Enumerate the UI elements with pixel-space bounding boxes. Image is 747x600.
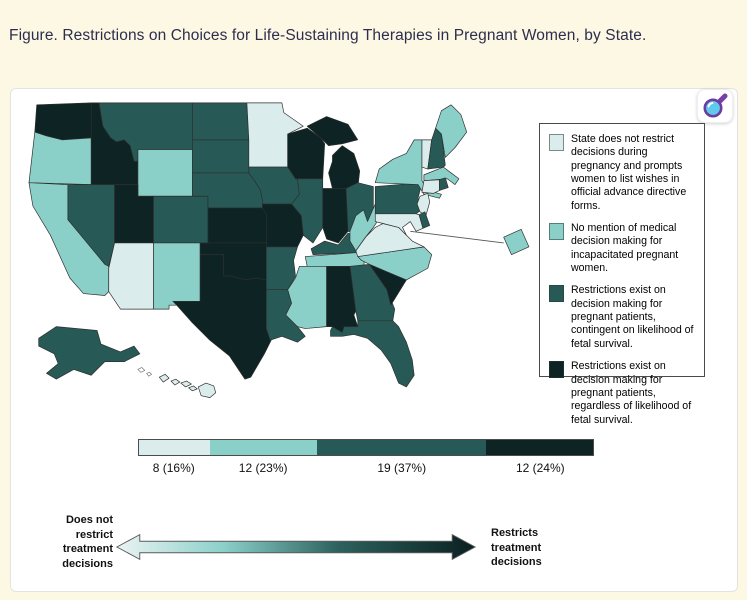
double-arrow-icon <box>115 533 477 561</box>
state-tx <box>172 254 275 380</box>
state-sd <box>192 139 254 174</box>
state-nd <box>192 102 250 141</box>
legend-label: Restrictions exist on decision making fo… <box>571 360 692 426</box>
legend-label: State does not restrict decisions during… <box>571 133 687 212</box>
state-md <box>374 213 424 236</box>
dc-leader-line <box>410 230 504 244</box>
state-dc <box>503 229 530 255</box>
state-pa <box>374 182 425 215</box>
aleutian-islets <box>137 367 152 377</box>
legend-label: No mention of medical decision making fo… <box>571 222 679 275</box>
state-ct <box>421 179 440 194</box>
us-choropleth-map <box>28 102 530 398</box>
state-wy <box>137 149 193 197</box>
colorbar-segment-1 <box>139 440 211 455</box>
colorbar-count-label: 12 (23%) <box>238 461 288 475</box>
state-ks <box>207 207 267 244</box>
state-nm <box>153 242 201 310</box>
page-title: Figure. Restrictions on Choices for Life… <box>9 27 647 44</box>
legend-item: Restrictions exist on decision making fo… <box>549 360 696 427</box>
figure-zoom-button[interactable] <box>697 89 733 123</box>
colorbar-count-label: 12 (24%) <box>515 461 565 475</box>
legend-swatch-no-restrict <box>549 134 564 151</box>
arrow-right-label: Restricts treatment decisions <box>491 527 542 569</box>
legend-swatch-regardless <box>549 361 564 379</box>
colorbar-labels: 8 (16%) 12 (23%) 19 (37%) 12 (24%) <box>138 461 594 475</box>
state-az <box>108 242 154 310</box>
magnifier-icon <box>703 93 728 118</box>
state-hi <box>158 373 217 398</box>
colorbar-count-label: 19 (37%) <box>377 461 427 475</box>
severity-arrow <box>115 533 477 561</box>
colorbar-segment-4 <box>486 440 593 455</box>
legend-item: Restrictions exist on decision making fo… <box>549 284 696 351</box>
colorbar-count-label: 8 (16%) <box>152 461 195 475</box>
distribution-colorbar: 8 (16%) 12 (23%) 19 (37%) 12 (24%) <box>138 439 594 475</box>
state-ny <box>374 139 442 199</box>
state-wi <box>287 127 326 180</box>
legend-label: Restrictions exist on decision making fo… <box>571 284 694 350</box>
state-ri <box>439 177 449 191</box>
state-in <box>322 188 349 244</box>
colorbar-segment-3 <box>317 440 487 455</box>
arrow-left-label: Does not restrict treatment decisions <box>62 514 113 571</box>
state-nc <box>357 246 433 281</box>
legend-item: No mention of medical decision making fo… <box>549 222 696 275</box>
state-or <box>28 131 92 185</box>
legend-swatch-contingent <box>549 285 564 303</box>
colorbar-track <box>138 439 594 456</box>
state-co <box>153 195 209 244</box>
legend-item: State does not restrict decisions during… <box>549 133 696 213</box>
legend-swatch-no-mention <box>549 223 564 241</box>
state-ak <box>38 326 141 380</box>
state-me <box>435 104 468 158</box>
figure-card: State does not restrict decisions during… <box>10 88 738 592</box>
state-fl <box>330 320 415 388</box>
map-legend: State does not restrict decisions during… <box>539 123 705 426</box>
colorbar-segment-2 <box>210 440 318 455</box>
state-wa <box>34 102 92 141</box>
